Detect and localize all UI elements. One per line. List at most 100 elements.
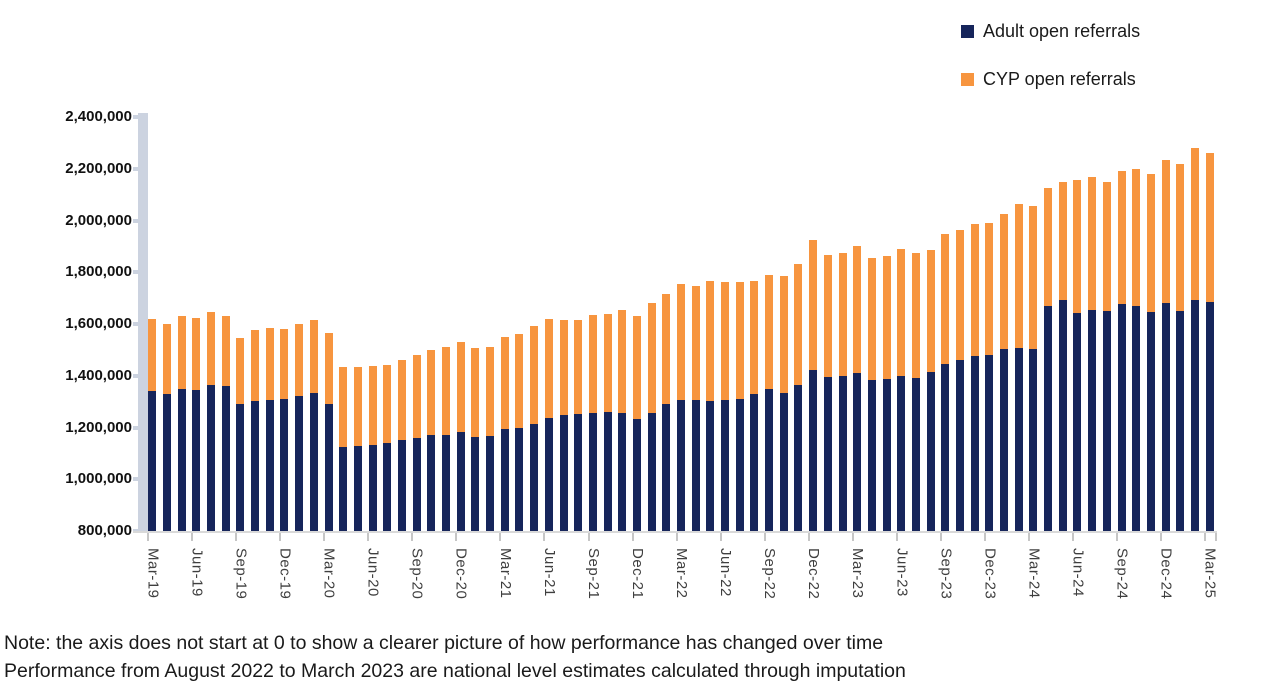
- bar-Apr-22: [688, 117, 703, 531]
- bar-Mar-25: [1202, 117, 1217, 531]
- bar-segment-adult: [251, 400, 260, 531]
- x-tick-label: Dec-24: [1157, 548, 1175, 600]
- legend-label-adult: Adult open referrals: [983, 20, 1141, 41]
- bar-Jan-22: [644, 117, 659, 531]
- x-axis-tick: [763, 533, 766, 541]
- bar-segment-adult: [941, 363, 950, 531]
- x-tick-label: Dec-20: [452, 548, 470, 600]
- y-tick-label: 1,000,000: [65, 470, 132, 488]
- bar-segment-adult: [265, 399, 274, 531]
- bar-segment-adult: [588, 413, 597, 531]
- bar-Jan-21: [468, 117, 483, 531]
- bar-segment-adult: [1088, 310, 1097, 531]
- bar-Sep-22: [762, 117, 777, 531]
- y-axis-tick: [133, 218, 138, 223]
- bar-Nov-20: [439, 117, 454, 531]
- bar-segment-cyp: [1117, 170, 1126, 305]
- y-tick-label: 2,000,000: [65, 211, 132, 229]
- bar-segment-adult: [500, 429, 509, 531]
- bar-segment-cyp: [574, 320, 583, 415]
- bar-segment-adult: [1205, 301, 1214, 531]
- bar-segment-cyp: [192, 317, 201, 390]
- bar-segment-cyp: [236, 338, 245, 405]
- bar-segment-adult: [1000, 348, 1009, 531]
- bar-segment-cyp: [1014, 203, 1023, 348]
- bar-segment-adult: [647, 412, 656, 531]
- bar-segment-adult: [280, 399, 289, 531]
- bar-segment-cyp: [412, 355, 421, 438]
- bar-segment-cyp: [867, 257, 876, 380]
- bar-segment-cyp: [779, 275, 788, 393]
- bar-May-19: [174, 117, 189, 531]
- bar-segment-cyp: [442, 347, 451, 435]
- bar-Feb-20: [307, 117, 322, 531]
- bar-segment-adult: [427, 435, 436, 531]
- bar-Feb-21: [483, 117, 498, 531]
- x-tick-label: Sep-24: [1113, 548, 1131, 600]
- bar-segment-adult: [1029, 349, 1038, 531]
- bar-segment-cyp: [500, 336, 509, 430]
- bar-segment-cyp: [809, 239, 818, 370]
- footnote-line-2: Performance from August 2022 to March 20…: [4, 660, 906, 682]
- bar-Sep-20: [409, 117, 424, 531]
- bar-Mar-22: [674, 117, 689, 531]
- bar-May-23: [879, 117, 894, 531]
- x-axis-tick: [367, 533, 370, 541]
- bar-segment-cyp: [588, 314, 597, 414]
- x-axis-tick: [895, 533, 898, 541]
- bar-segment-cyp: [647, 303, 656, 413]
- bar-segment-adult: [867, 379, 876, 531]
- bar-segment-adult: [632, 418, 641, 531]
- bar-May-21: [527, 117, 542, 531]
- adult-series-swatch-icon: [961, 24, 974, 38]
- bar-Sep-23: [938, 117, 953, 531]
- bar-segment-adult: [309, 393, 318, 531]
- x-axis-tick: [235, 533, 238, 541]
- bar-segment-adult: [1161, 302, 1170, 531]
- bar-segment-cyp: [295, 324, 304, 396]
- bar-Dec-22: [806, 117, 821, 531]
- x-axis-tick: [851, 533, 854, 541]
- bar-segment-cyp: [955, 230, 964, 360]
- bar-segment-cyp: [970, 224, 979, 357]
- bar-Jun-21: [541, 117, 556, 531]
- bar-Jun-20: [365, 117, 380, 531]
- bar-Jun-19: [189, 117, 204, 531]
- bar-Mar-19: [145, 117, 160, 531]
- bar-segment-adult: [1176, 310, 1185, 531]
- bar-segment-adult: [207, 384, 216, 531]
- bar-Jan-23: [821, 117, 836, 531]
- legend: Adult open referrals CYP open referrals: [961, 19, 1140, 115]
- bar-segment-cyp: [823, 254, 832, 378]
- x-axis-tick: [147, 533, 149, 541]
- x-tick-label: Dec-23: [981, 548, 999, 600]
- bar-segment-cyp: [148, 318, 157, 392]
- bar-segment-adult: [750, 393, 759, 531]
- bar-segment-adult: [853, 372, 862, 531]
- bar-segment-cyp: [1044, 187, 1053, 306]
- x-tick-label: Jun-20: [364, 548, 382, 597]
- bar-segment-cyp: [1176, 164, 1185, 311]
- bar-segment-cyp: [897, 249, 906, 377]
- bar-segment-adult: [662, 403, 671, 531]
- bar-segment-adult: [574, 414, 583, 531]
- x-axis-tick: [323, 533, 326, 541]
- bar-segment-cyp: [456, 342, 465, 433]
- bar-Aug-22: [747, 117, 762, 531]
- bar-Oct-23: [953, 117, 968, 531]
- plot-area: [145, 117, 1217, 531]
- bar-segment-adult: [809, 369, 818, 531]
- bar-segment-cyp: [1073, 180, 1082, 314]
- legend-item-cyp: CYP open referrals: [961, 67, 1140, 91]
- bar-Feb-22: [659, 117, 674, 531]
- bar-segment-adult: [177, 389, 186, 531]
- bar-segment-adult: [897, 376, 906, 531]
- y-axis-tick: [133, 322, 138, 326]
- bar-Feb-24: [1011, 117, 1026, 531]
- y-tick-label: 800,000: [77, 522, 132, 539]
- bar-Jul-21: [556, 117, 571, 531]
- bar-May-24: [1055, 117, 1070, 531]
- bar-segment-cyp: [309, 320, 318, 394]
- x-axis-tick: [719, 533, 722, 541]
- bar-segment-cyp: [882, 255, 891, 379]
